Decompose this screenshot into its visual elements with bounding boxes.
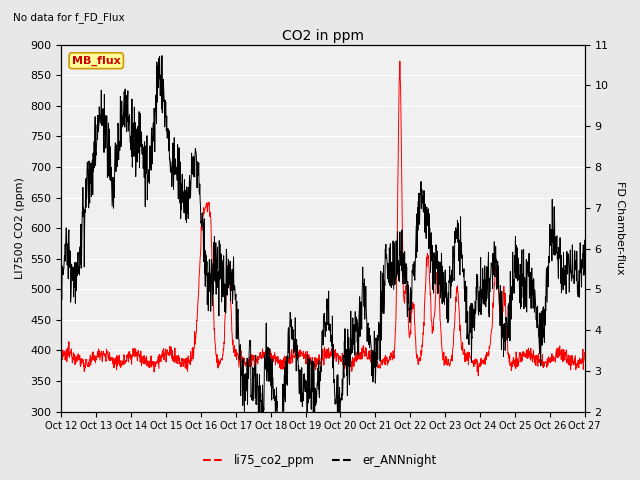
Y-axis label: FD Chamber-flux: FD Chamber-flux [615, 181, 625, 275]
Text: MB_flux: MB_flux [72, 56, 120, 66]
Y-axis label: LI7500 CO2 (ppm): LI7500 CO2 (ppm) [15, 177, 25, 279]
Legend: li75_co2_ppm, er_ANNnight: li75_co2_ppm, er_ANNnight [198, 449, 442, 472]
Text: No data for f_FD_Flux: No data for f_FD_Flux [13, 12, 124, 23]
Title: CO2 in ppm: CO2 in ppm [282, 29, 364, 43]
